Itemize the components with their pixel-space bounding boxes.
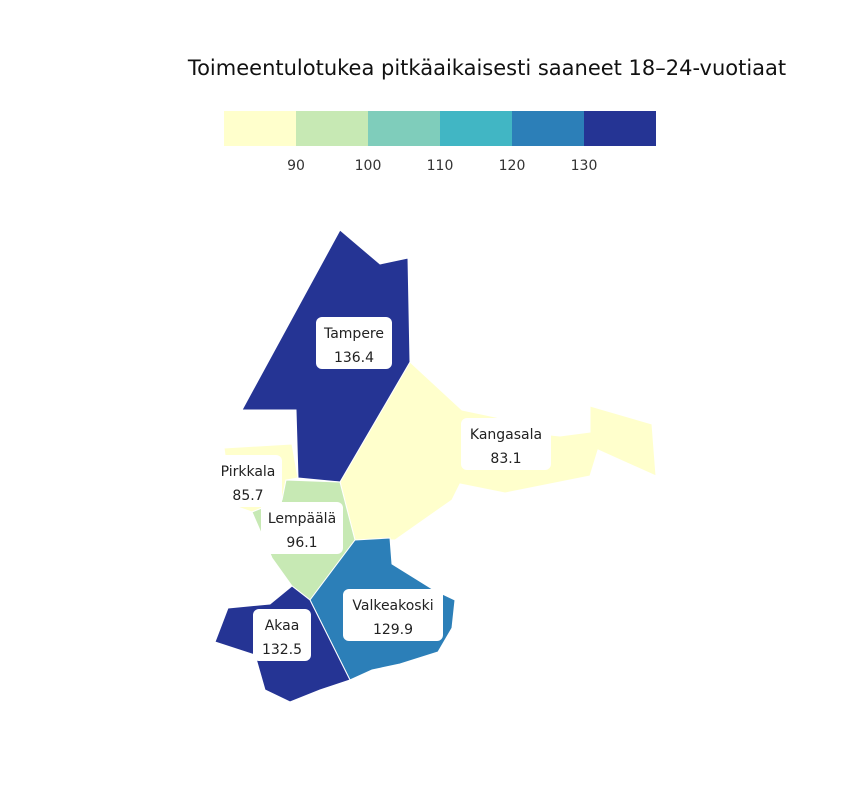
label-value: 136.4 [334, 350, 374, 366]
label-name: Lempäälä [268, 511, 336, 527]
label-valkeakoski: Valkeakoski 129.9 [343, 589, 443, 641]
legend-bin-3 [440, 111, 512, 146]
label-name: Pirkkala [221, 464, 276, 480]
label-box [343, 589, 443, 641]
label-name: Kangasala [470, 427, 542, 443]
label-value: 129.9 [373, 622, 413, 638]
label-box [261, 502, 343, 554]
label-name: Tampere [323, 326, 384, 342]
label-tampere: Tampere 136.4 [316, 317, 392, 369]
legend-tick-120: 120 [499, 158, 526, 174]
label-akaa: Akaa 132.5 [253, 609, 311, 661]
label-box [316, 317, 392, 369]
label-pirkkala: Pirkkala 85.7 [214, 455, 282, 507]
legend-tick-90: 90 [287, 158, 305, 174]
label-value: 132.5 [262, 642, 302, 658]
label-kangasala: Kangasala 83.1 [461, 418, 551, 470]
region-labels: Tampere 136.4 Kangasala 83.1 Pirkkala 85… [214, 317, 551, 661]
legend-tick-110: 110 [427, 158, 454, 174]
label-name: Akaa [265, 618, 300, 634]
label-lempaala: Lempäälä 96.1 [261, 502, 343, 554]
legend-tick-100: 100 [355, 158, 382, 174]
legend-bin-0 [224, 111, 296, 146]
label-value: 85.7 [232, 488, 263, 504]
legend-bin-4 [512, 111, 584, 146]
legend-bin-5 [584, 111, 656, 146]
label-name: Valkeakoski [352, 598, 433, 614]
label-box [461, 418, 551, 470]
label-box [214, 455, 282, 507]
legend-bin-1 [296, 111, 368, 146]
label-value: 96.1 [286, 535, 317, 551]
color-legend: 90 100 110 120 130 [224, 111, 656, 174]
legend-tick-130: 130 [571, 158, 598, 174]
label-box [253, 609, 311, 661]
legend-bin-2 [368, 111, 440, 146]
map-title: Toimeentulotukea pitkäaikaisesti saaneet… [187, 56, 787, 80]
label-value: 83.1 [490, 451, 521, 467]
